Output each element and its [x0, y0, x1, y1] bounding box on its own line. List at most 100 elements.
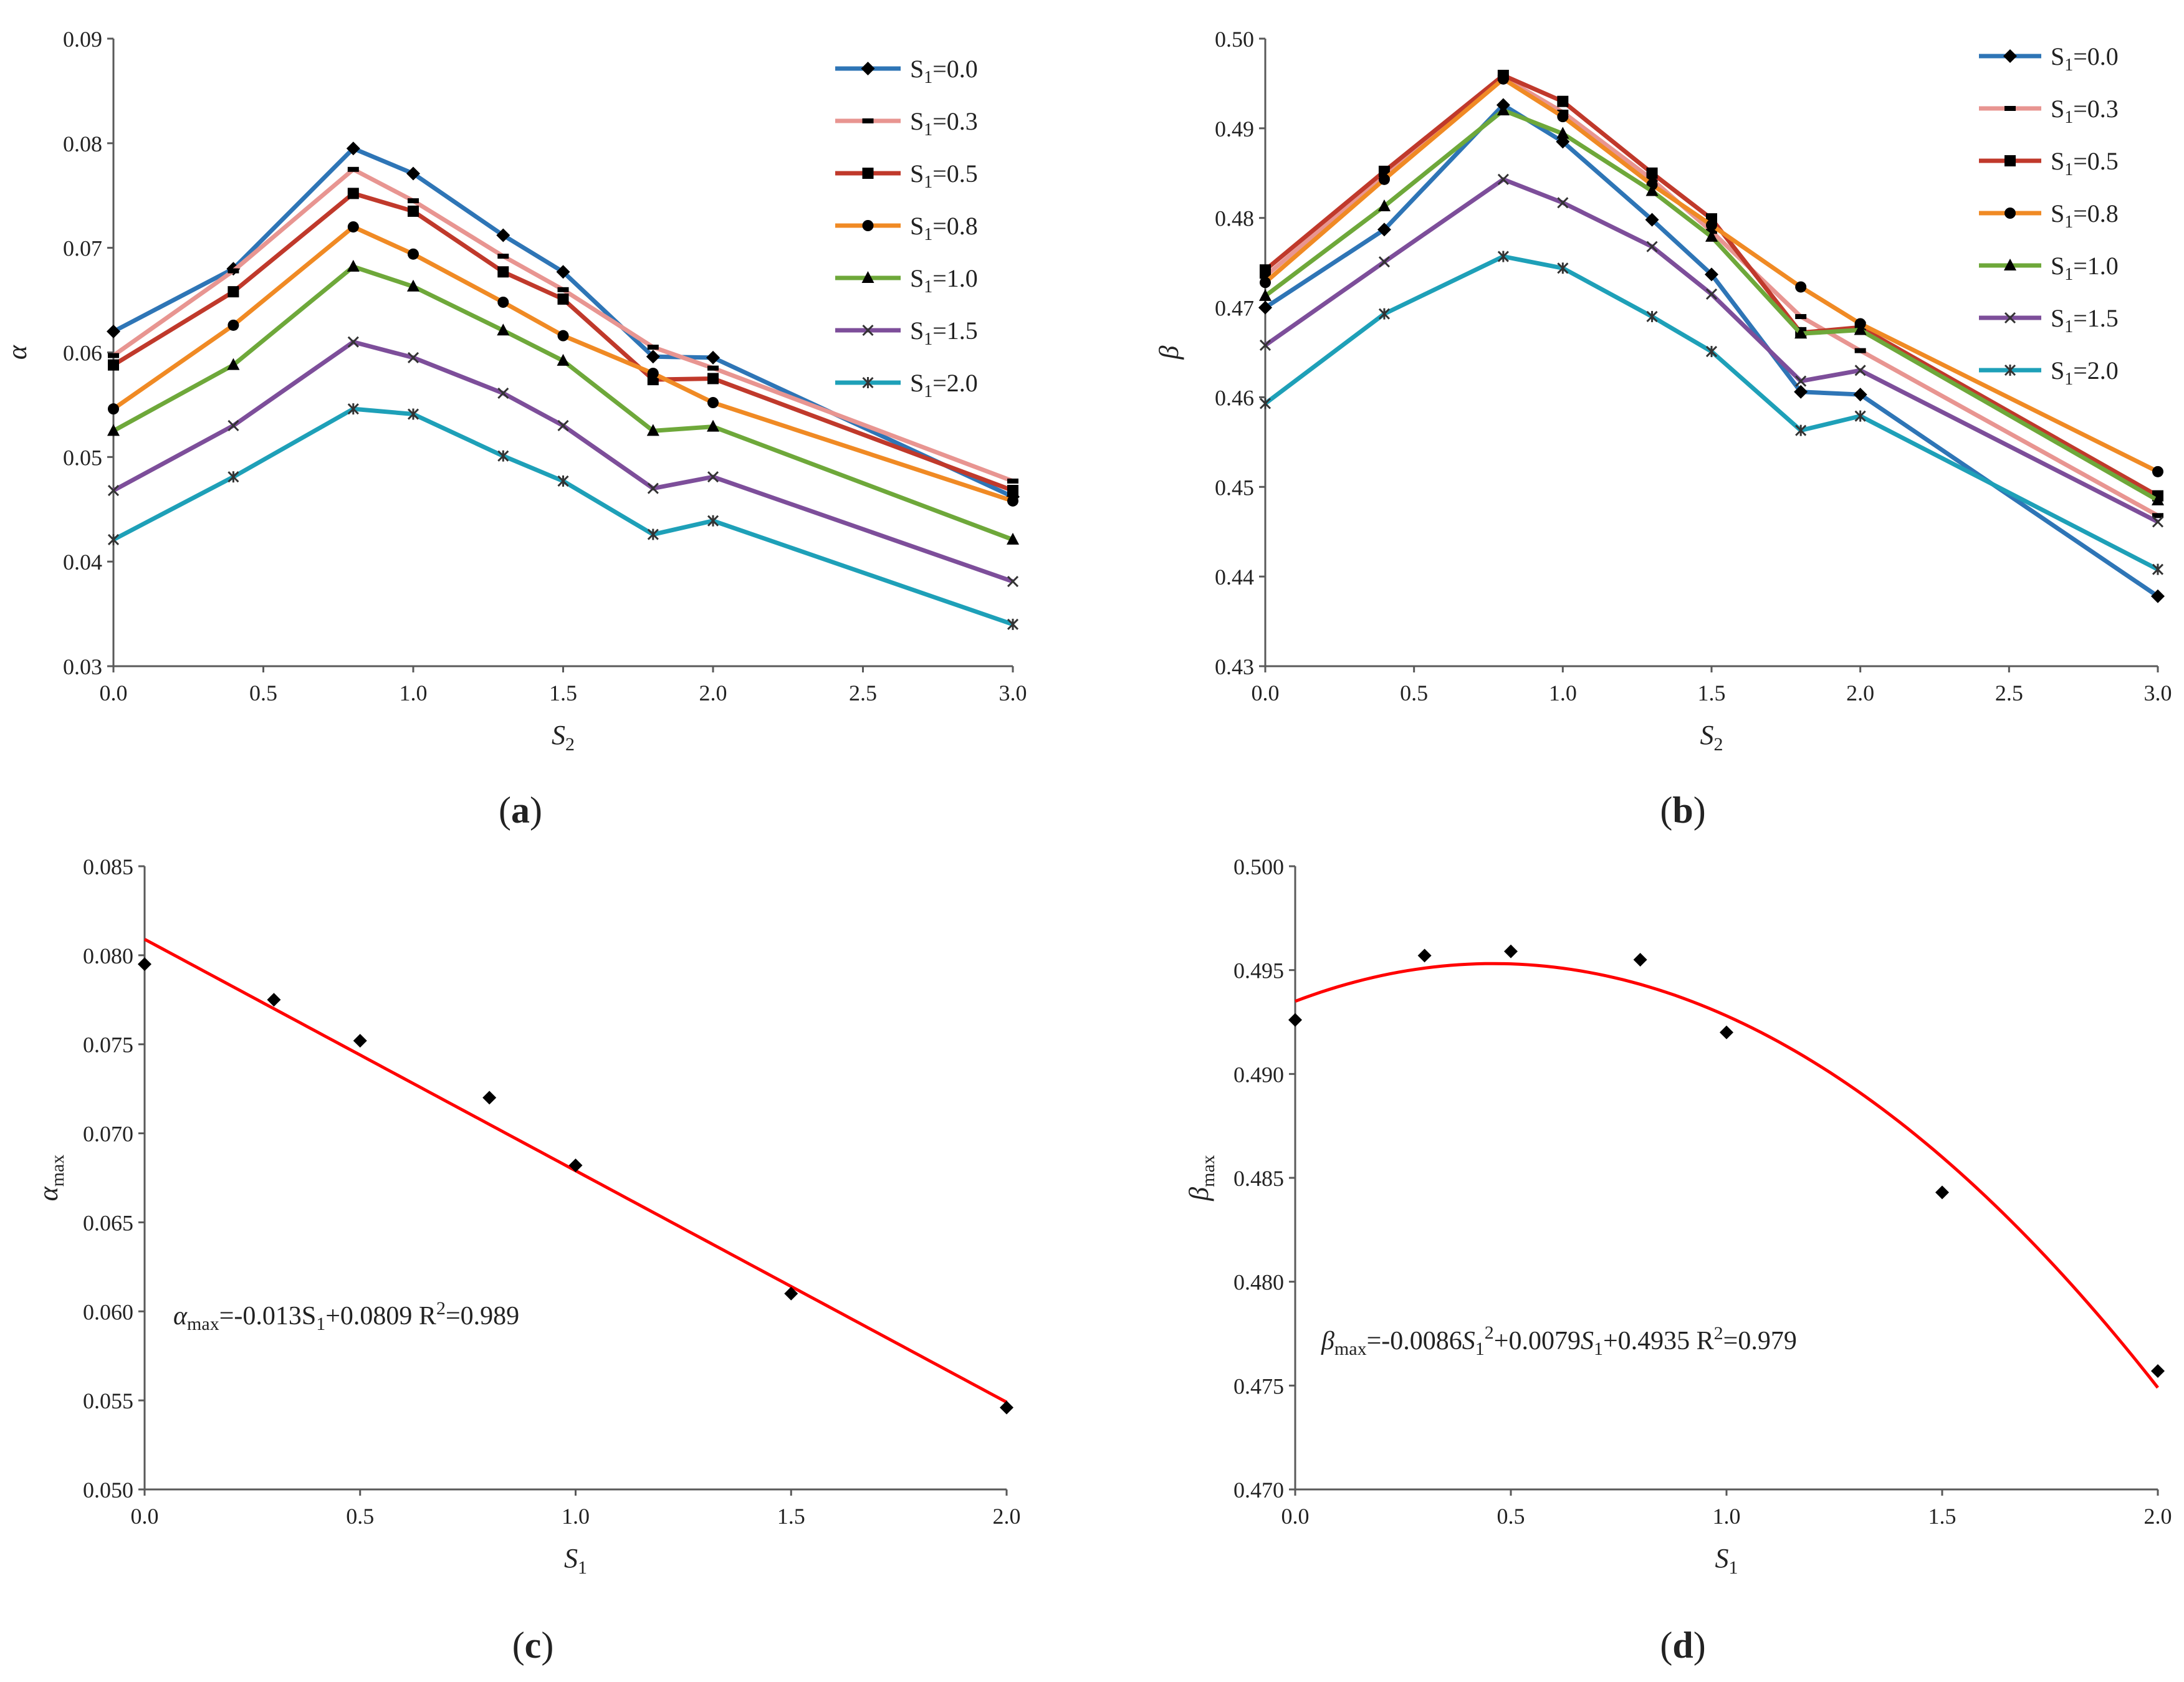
eq-part: +0.0809 — [325, 1302, 412, 1331]
data-point-marker — [347, 221, 359, 233]
data-point-marker — [227, 358, 240, 370]
eq-subscript: 1 — [1475, 1339, 1485, 1359]
data-point-marker — [1260, 277, 1271, 289]
eq-part: +0.4935 — [1603, 1327, 1690, 1355]
legend-subscript: 1 — [924, 225, 932, 244]
data-point-marker — [1007, 575, 1019, 588]
y-tick-label: 0.485 — [1233, 1166, 1284, 1191]
legend-entry-label: S1=1.5 — [910, 317, 978, 349]
legend-value: =2.0 — [932, 369, 978, 397]
y-tick-label: 0.490 — [1233, 1062, 1284, 1087]
y-tick-label: 0.065 — [83, 1210, 133, 1235]
fit-equation: βmax=-0.0086S12+0.0079S1+0.4935 R2=0.979 — [1321, 1322, 1797, 1359]
eq-r2-value: =0.979 — [1723, 1327, 1797, 1355]
data-point-marker — [707, 397, 719, 409]
y-tick-label: 0.050 — [83, 1478, 133, 1503]
data-point-marker — [1260, 264, 1271, 276]
data-point-marker — [862, 220, 874, 231]
eq-part: +0.0079 — [1494, 1327, 1581, 1355]
data-point-marker — [861, 271, 874, 283]
x-axis-label: S1 — [564, 1543, 587, 1578]
x-axis-label-symbol: S — [1700, 720, 1714, 750]
x-tick-label: 3.0 — [2144, 681, 2172, 705]
legend-entry-label: S1=1.0 — [2051, 252, 2119, 284]
y-tick-label: 0.060 — [83, 1299, 133, 1324]
legend-value: =0.5 — [2073, 147, 2119, 175]
x-tick-label: 1.5 — [1698, 681, 1726, 705]
data-point-marker — [707, 365, 719, 371]
data-point-marker — [647, 345, 659, 350]
data-point-marker — [1854, 323, 1867, 335]
data-point-marker — [347, 166, 359, 172]
data-point-marker — [1259, 339, 1272, 351]
legend-symbol: S — [910, 160, 924, 188]
y-tick-label: 0.470 — [1233, 1478, 1284, 1503]
data-point-marker — [1378, 256, 1390, 268]
legend-value: =1.0 — [2073, 252, 2119, 280]
data-point-marker — [2004, 106, 2016, 111]
eq-r2: R — [1690, 1327, 1714, 1355]
data-point-marker — [646, 424, 659, 436]
data-point-marker — [557, 353, 570, 366]
data-point-marker — [2004, 259, 2016, 270]
series-line — [112, 146, 1014, 499]
data-point-marker — [1795, 313, 1807, 319]
y-tick-label: 0.070 — [83, 1122, 133, 1147]
eq-symbol: α — [173, 1302, 188, 1331]
y-axis-label-symbol: β — [1184, 1187, 1214, 1202]
data-point-marker — [861, 62, 875, 75]
data-point-marker — [347, 188, 359, 199]
y-tick-label: 0.500 — [1233, 854, 1284, 879]
legend-subscript: 1 — [2064, 55, 2073, 75]
series-line — [1263, 254, 2159, 571]
data-point-marker — [2004, 208, 2016, 219]
data-point-marker — [557, 287, 569, 292]
chart-a: 0.03 0.04 0.05 0.06 0.07 0.08 0.09 0.0 0.5 1.0 1.5… — [2, 27, 1027, 831]
y-tick-label: 0.50 — [1215, 27, 1254, 52]
eq-subscript: max — [187, 1314, 219, 1334]
y-tick-label: 0.43 — [1215, 654, 1254, 679]
data-point-marker — [346, 141, 360, 156]
data-point-marker — [862, 118, 874, 123]
data-point-marker — [1795, 375, 1807, 387]
legend-value: =0.5 — [932, 160, 978, 188]
data-point-marker — [1705, 267, 1718, 282]
data-point-marker — [1497, 173, 1509, 185]
data-point-marker — [1007, 495, 1018, 507]
x-tick-label: 2.5 — [849, 681, 877, 705]
data-point-marker — [1854, 348, 1866, 353]
x-tick-label: 2.0 — [993, 1504, 1021, 1529]
y-tick-label: 0.44 — [1215, 565, 1254, 590]
panel-label-paren: ( — [1660, 790, 1672, 831]
data-point-marker — [2152, 513, 2163, 518]
data-point-marker — [1720, 1025, 1733, 1039]
y-axis-label: β — [1154, 345, 1184, 360]
y-tick-label: 0.08 — [63, 131, 102, 156]
y-tick-label: 0.45 — [1215, 475, 1254, 500]
data-point-marker — [497, 266, 509, 278]
y-axis-label: αmax — [33, 1155, 68, 1202]
y-tick-label: 0.06 — [63, 341, 102, 366]
y-tick-label: 0.495 — [1233, 958, 1284, 983]
x-tick-label: 2.0 — [699, 681, 727, 705]
legend-subscript: 1 — [2064, 160, 2073, 179]
legend-entry-label: S1=2.0 — [910, 369, 978, 401]
legend-entry-label: S1=0.0 — [2051, 42, 2119, 75]
data-point-marker — [408, 248, 419, 260]
legend-subscript: 1 — [2064, 317, 2073, 337]
data-point-marker — [1646, 167, 1658, 179]
eq-symbol: S — [1581, 1327, 1594, 1355]
legend-value: =0.8 — [2073, 199, 2119, 227]
data-point-marker — [108, 359, 119, 371]
y-tick-label: 0.07 — [63, 236, 102, 261]
x-axis-label-symbol: S — [564, 1543, 578, 1574]
legend-entry-label: S1=0.3 — [910, 107, 978, 140]
data-point-marker — [1706, 219, 1717, 231]
y-axis-label-symbol: α — [33, 1186, 64, 1201]
data-point-marker — [1557, 95, 1569, 107]
data-point-marker — [353, 1034, 367, 1048]
panel-label-paren: ( — [1660, 1625, 1672, 1666]
legend-symbol: S — [910, 369, 924, 397]
x-tick-label: 0.0 — [1252, 681, 1280, 705]
